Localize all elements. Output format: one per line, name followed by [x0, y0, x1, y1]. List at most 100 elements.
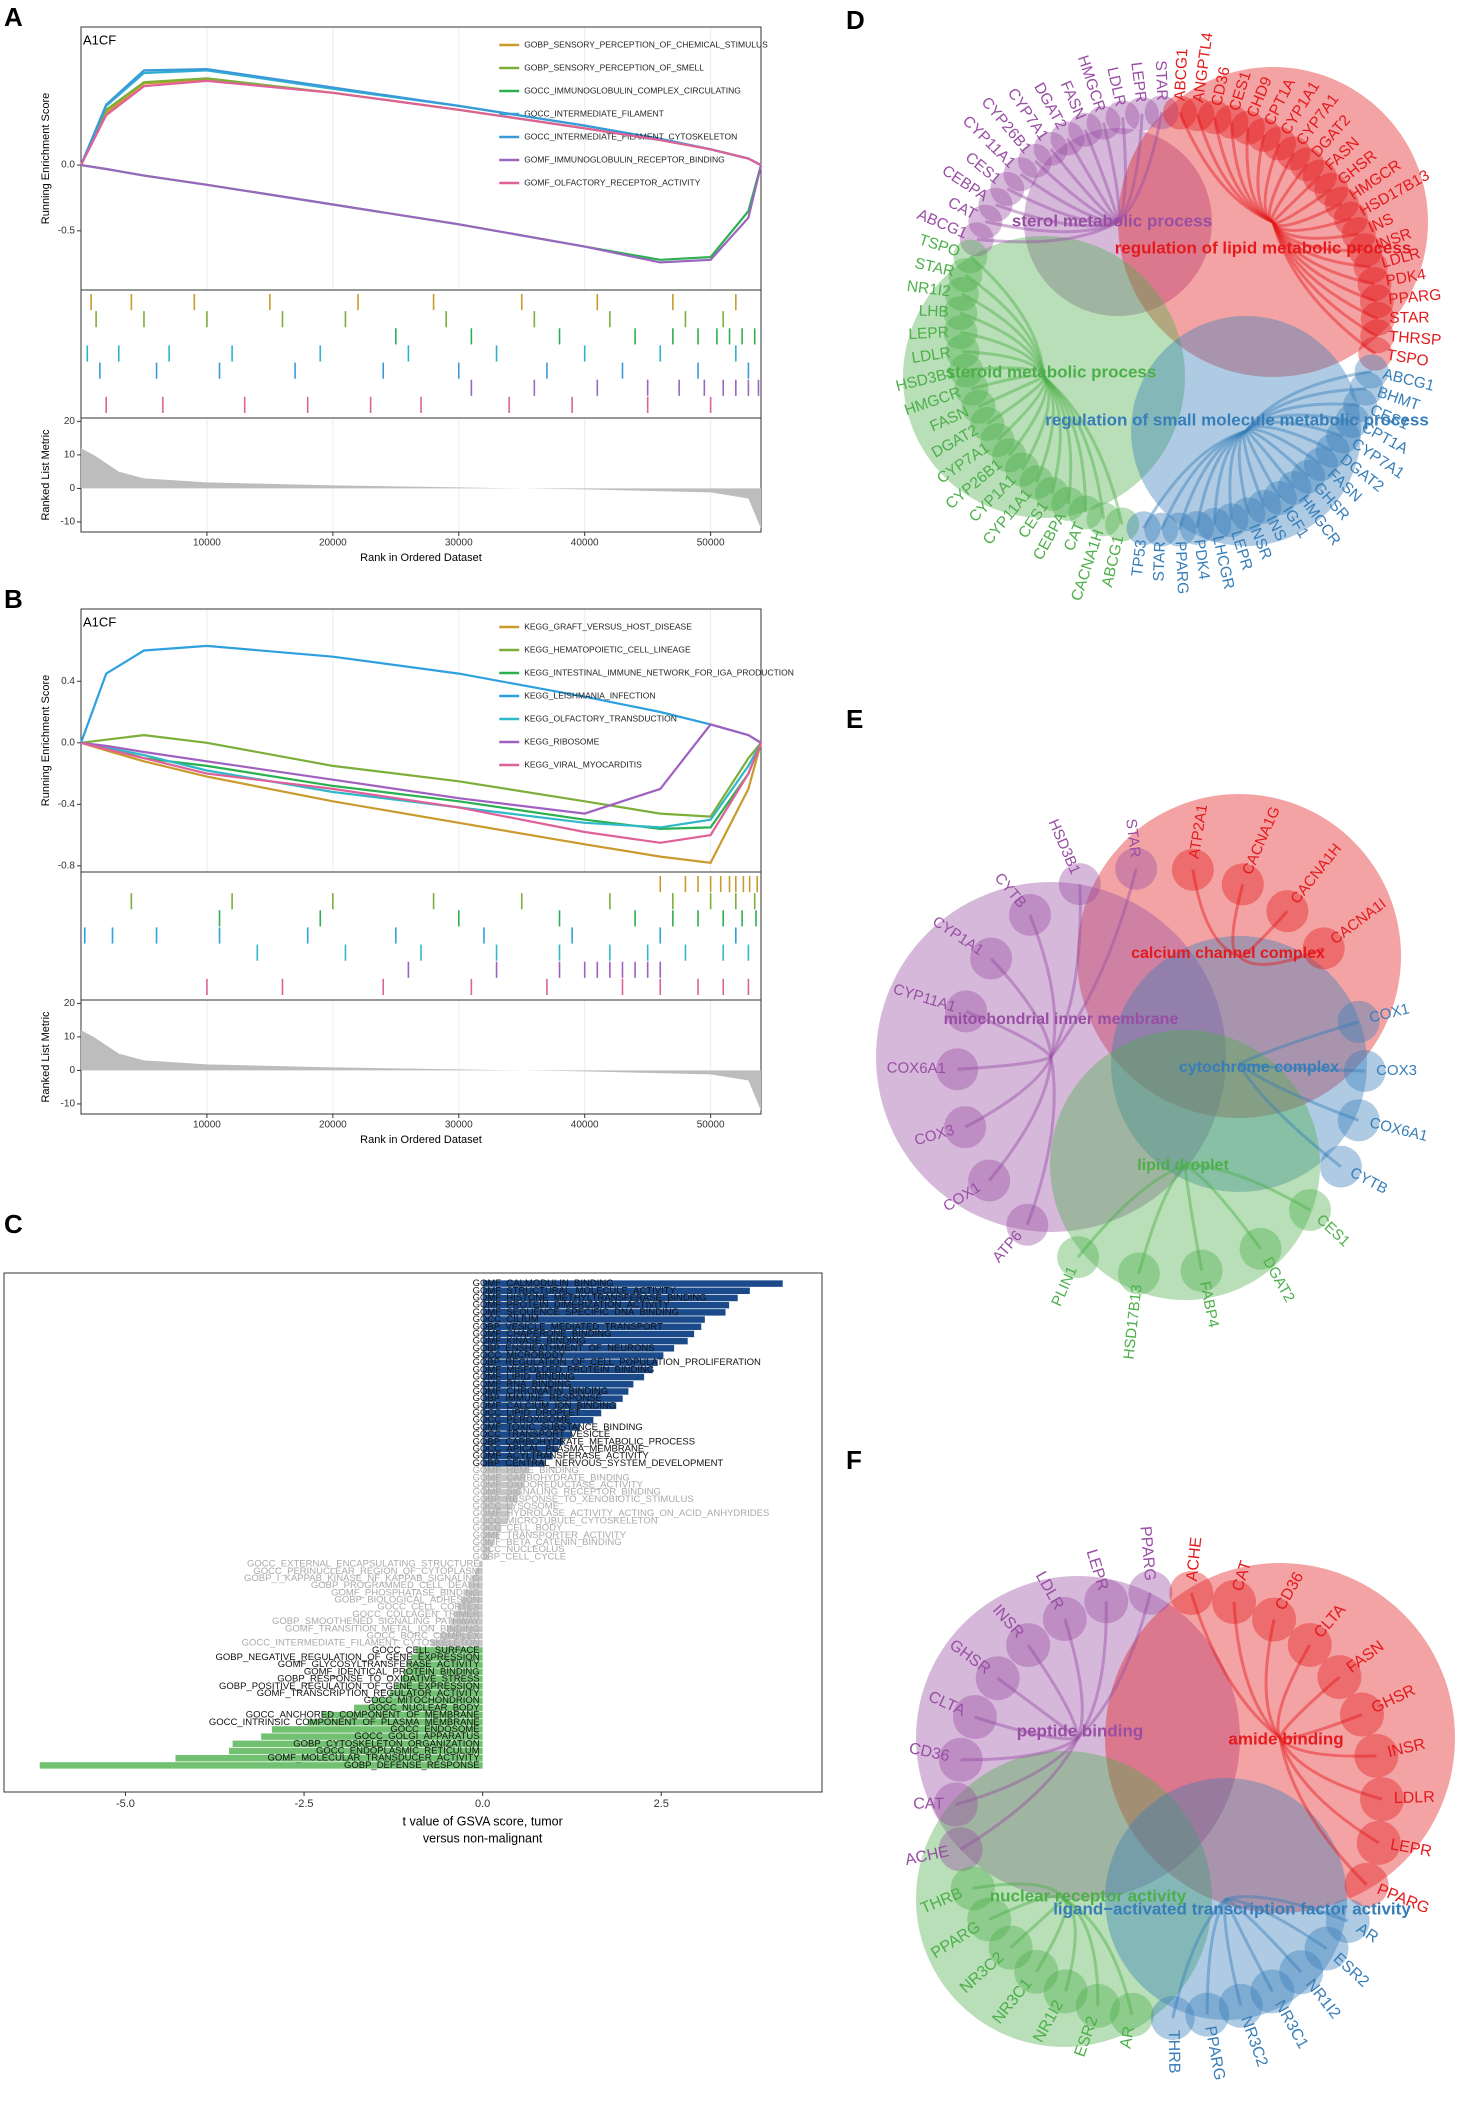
gene-node [1303, 447, 1338, 482]
gene-node [1075, 1983, 1120, 2028]
gene-node [1343, 388, 1378, 423]
gene-node [1231, 497, 1266, 532]
gene-node [1218, 1983, 1263, 2028]
gene-label: NR1I2 [1302, 1976, 1344, 2022]
bar [482, 1323, 702, 1330]
gene-node [1344, 1862, 1389, 1907]
gene-node [1289, 1188, 1332, 1231]
gene-node [1086, 502, 1121, 537]
edge [1279, 1713, 1363, 1740]
edge [1116, 113, 1144, 223]
bar [482, 1503, 513, 1510]
gene-node [967, 1897, 1012, 1942]
bar [479, 1560, 483, 1568]
x-tick-label: 30000 [445, 1120, 473, 1131]
gene-label: LHB [918, 303, 949, 321]
edge [1195, 429, 1247, 529]
gene-label: PPARG [1201, 2025, 1228, 2082]
bar [450, 1618, 483, 1625]
bar [482, 1517, 507, 1525]
gene-node [944, 1106, 987, 1149]
gene-node [949, 353, 984, 388]
x-tick-label: 40000 [571, 1120, 599, 1131]
edge [974, 1715, 1079, 1741]
bar [482, 1373, 645, 1381]
gene-node [1356, 1820, 1401, 1865]
edge [1271, 221, 1375, 286]
gene-node [1006, 1203, 1049, 1246]
edge [1278, 1737, 1368, 1886]
gene-node [1358, 336, 1393, 371]
edge [1063, 1618, 1084, 1739]
bar [471, 1575, 483, 1582]
bar [354, 1704, 483, 1712]
gene-node [1337, 1099, 1380, 1142]
y-tick-label: 0 [69, 1065, 75, 1076]
gene-node [1169, 1571, 1214, 1616]
gene-label: LDLR [1103, 65, 1128, 107]
category-circle [1050, 1030, 1320, 1300]
edge [1245, 420, 1344, 438]
gene-node [1315, 433, 1350, 468]
edge [1102, 122, 1121, 223]
bar-label: GOBP_IMMUNE_RESPONSE [473, 1393, 602, 1404]
edge [1271, 221, 1379, 321]
gene-label: ESR2 [1330, 1950, 1372, 1991]
bar-label: GOMF_ACYLTRANSFERASE_ACTIVITY [473, 1451, 650, 1462]
bar [482, 1337, 688, 1345]
gene-node [1353, 249, 1388, 284]
gene-node [1252, 1597, 1297, 1642]
gene-node [1335, 404, 1370, 439]
edge [1195, 113, 1274, 224]
edge [962, 349, 1046, 378]
y-axis-label: Running Enrichment Score [40, 93, 52, 224]
panel-letter: B [4, 584, 23, 614]
chart-title: A1CF [83, 614, 116, 629]
bar [482, 1309, 726, 1316]
gene-label: ABCG1 [1172, 48, 1192, 101]
category-label: cytochrome complex [1179, 1059, 1339, 1076]
bar [175, 1754, 483, 1762]
edge [1117, 112, 1164, 224]
bar-label: GOCC_EXTERNAL_ENCAPSULATING_STRUCTURE [247, 1559, 480, 1570]
bar [464, 1589, 483, 1597]
x-tick-label: 10000 [193, 538, 221, 549]
category-circle [1105, 1563, 1455, 1913]
bar-label: GOCC_INTRINSIC_COMPONENT_OF_PLASMA_MEMBR… [209, 1717, 480, 1728]
edge [1213, 116, 1274, 224]
bar [461, 1596, 483, 1604]
gene-node [950, 1866, 995, 1911]
gene-node [1212, 1580, 1257, 1625]
edge [976, 220, 1119, 244]
x-axis-label: Rank in Ordered Dataset [360, 552, 482, 564]
category-label: sterol metabolic process [1012, 211, 1212, 230]
edge [1042, 375, 1106, 520]
bar [482, 1366, 653, 1374]
gene-node [1262, 480, 1297, 515]
bar [400, 1675, 483, 1683]
edge [1025, 1056, 1056, 1226]
bar [482, 1287, 750, 1295]
es-line [80, 723, 762, 815]
gene-node [953, 239, 988, 274]
edge [959, 311, 1046, 378]
edge [1225, 1895, 1349, 1923]
bar-label: GOCC_APICAL_PLASMA_MEMBRANE [473, 1444, 645, 1455]
bar [232, 1740, 483, 1748]
bar-label: GOCC_MICROTUBULE_CYTOSKELETON [473, 1515, 658, 1526]
edge [1019, 172, 1119, 224]
gene-node [938, 1737, 983, 1782]
gene-node [1019, 465, 1054, 500]
bar [482, 1474, 526, 1481]
gene-node [1277, 470, 1312, 505]
edge [1278, 1737, 1380, 1845]
edge [986, 376, 1046, 426]
bar [406, 1661, 483, 1668]
x-tick-label: 30000 [445, 538, 473, 549]
edge [964, 273, 1046, 378]
gene-node [1266, 890, 1309, 933]
edge [1238, 1062, 1360, 1122]
edge [1244, 402, 1361, 433]
gene-label: PDK4 [1190, 538, 1212, 581]
edge [1271, 221, 1378, 303]
